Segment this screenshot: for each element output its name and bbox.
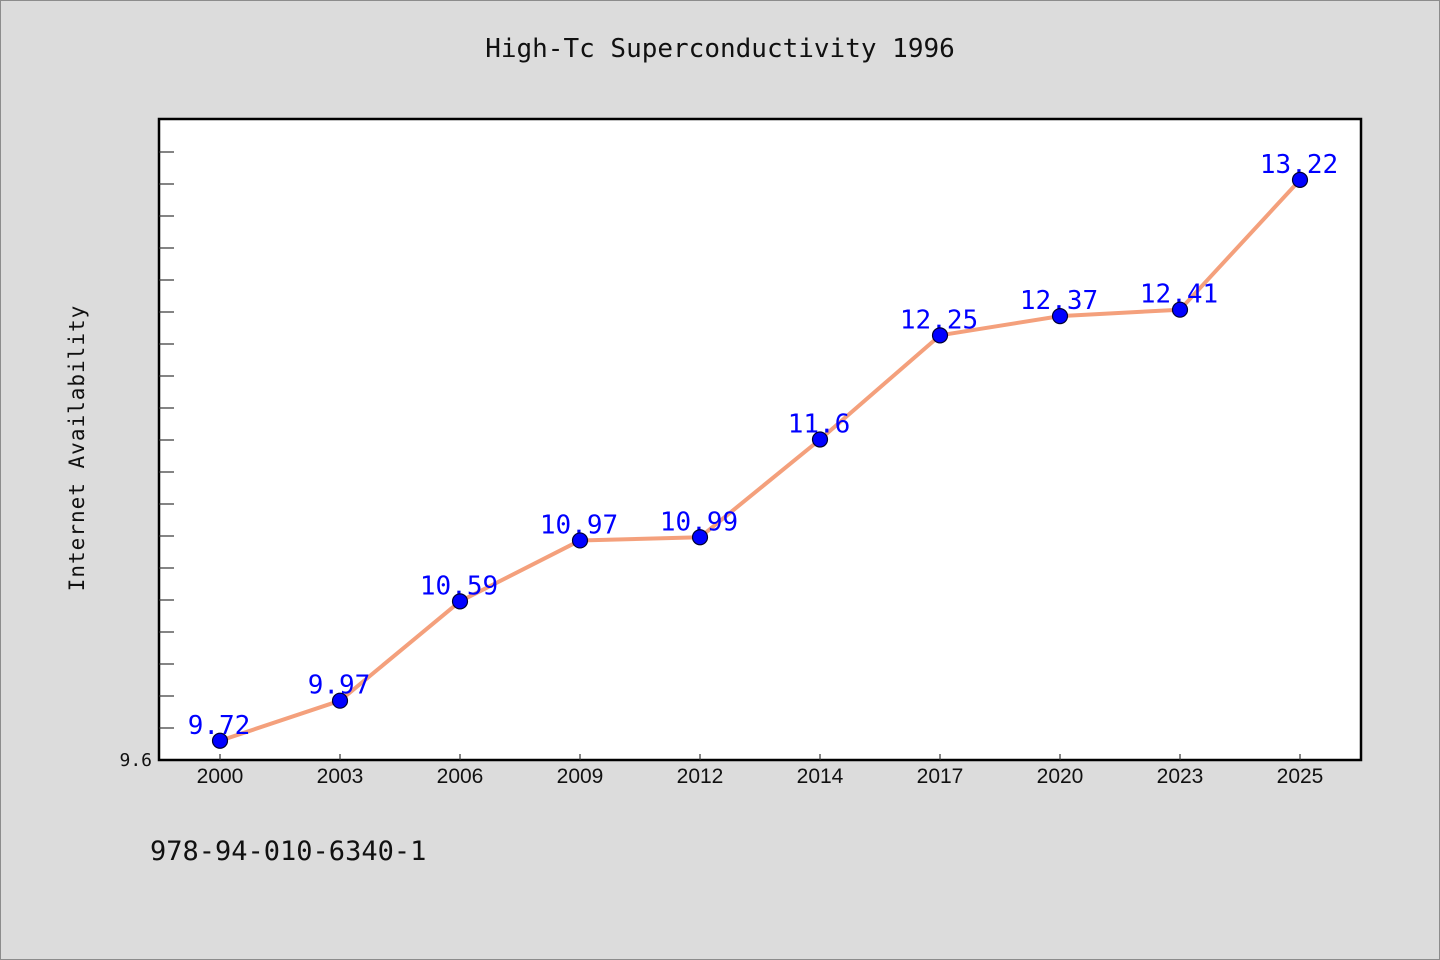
y-tick-label: 9.6 (119, 750, 152, 771)
y-minor-ticks (159, 151, 174, 729)
x-tick-label: 2006 (437, 765, 484, 788)
x-ticks (219, 754, 1301, 760)
x-tick-label: 2020 (1037, 765, 1084, 788)
x-tick-labels: 2000 2003 2006 2009 2012 2014 2017 2020 2023 2025 (197, 765, 1324, 788)
data-point (1291, 171, 1309, 188)
data-point (331, 692, 349, 709)
x-tick-label: 2009 (557, 765, 604, 788)
data-point (451, 593, 469, 610)
footer-code: 978-94-010-6340-1 (150, 836, 427, 867)
data-point (571, 532, 589, 549)
x-tick-label: 2025 (1277, 765, 1324, 788)
chart-title: High-Tc Superconductivity 1996 (485, 34, 955, 64)
x-tick-label: 2014 (797, 765, 844, 788)
x-tick-label: 2017 (917, 765, 964, 788)
x-tick-label: 2000 (197, 765, 244, 788)
x-tick-label: 2023 (1157, 765, 1204, 788)
data-point (811, 431, 829, 448)
x-tick-label: 2003 (317, 765, 364, 788)
data-markers (211, 171, 1309, 749)
data-point (211, 732, 229, 749)
data-point (691, 529, 709, 546)
plot-area (157, 117, 1363, 762)
data-point (1051, 308, 1069, 325)
series-line (219, 178, 1302, 743)
data-point (1171, 301, 1189, 318)
data-point (931, 327, 949, 344)
x-tick-label: 2012 (677, 765, 724, 788)
